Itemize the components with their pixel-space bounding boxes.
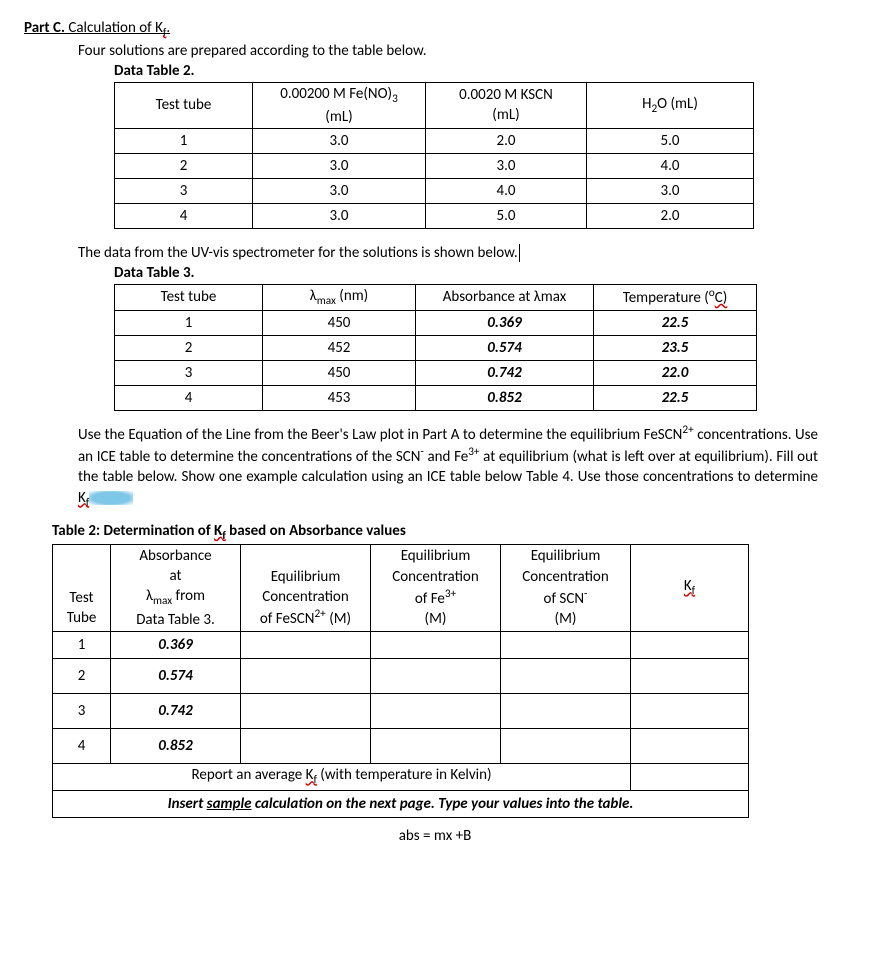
data-table-2-label: Data Table 2.: [114, 61, 846, 81]
dt3-h-temp: Temperature (oC): [594, 284, 757, 310]
table-4-title: Table 2: Determination of Kf based on Ab…: [52, 521, 846, 544]
table-row: 44530.85222.5: [115, 385, 757, 410]
footer-equation: abs = mx +B: [24, 826, 846, 846]
table-row: 10.369: [53, 631, 749, 658]
data-table-2: Test tube 0.00200 M Fe(NO)3 (mL) 0.0020 …: [114, 82, 754, 229]
part-label: Part C.: [24, 19, 65, 37]
uvvis-intro: The data from the UV-vis spectrometer fo…: [78, 243, 846, 263]
table-row: 43.05.02.0: [115, 204, 754, 229]
highlight-mark: [89, 491, 133, 505]
t4-h-tube: TestTube: [53, 544, 111, 631]
kf: f.: [163, 19, 170, 37]
t4-h-fe3: EquilibriumConcentrationof Fe3+(M): [371, 544, 501, 631]
table-row: 23.03.04.0: [115, 154, 754, 179]
dt2-h-testtube: Test tube: [115, 82, 253, 128]
t4-note-row: Insert sample calculation on the next pa…: [53, 790, 749, 817]
data-table-3: Test tube λmax (nm) Absorbance at λmax T…: [114, 284, 757, 411]
dt3-h-testtube: Test tube: [115, 284, 263, 310]
t4-average-label: Report an average Kf (with temperature i…: [53, 763, 631, 790]
table-row: 24520.57423.5: [115, 335, 757, 360]
table-row: 13.02.05.0: [115, 129, 754, 154]
t4-h-kf: Kf: [631, 544, 749, 631]
table-row: 20.574: [53, 658, 749, 693]
instruction-paragraph: Use the Equation of the Line from the Be…: [78, 423, 818, 511]
title-rest: Calculation of K: [65, 19, 163, 37]
dt3-h-abs: Absorbance at λmax: [416, 284, 594, 310]
part-c-heading: Part C. Calculation of Kf.: [24, 18, 846, 41]
dt2-h-kscn: 0.0020 M KSCN(mL): [426, 82, 587, 128]
table-row: 33.04.03.0: [115, 179, 754, 204]
t4-header-row: TestTube Absorbanceatλmax fromData Table…: [53, 544, 749, 631]
dt2-header-row: Test tube 0.00200 M Fe(NO)3 (mL) 0.0020 …: [115, 82, 754, 128]
t4-h-fescn: EquilibriumConcentrationof FeSCN2+ (M): [241, 544, 371, 631]
t4-average-row: Report an average Kf (with temperature i…: [53, 763, 749, 790]
table-row: 34500.74222.0: [115, 360, 757, 385]
data-table-3-label: Data Table 3.: [114, 263, 846, 283]
table-row: 14500.36922.5: [115, 310, 757, 335]
t4-h-scn: EquilibriumConcentrationof SCN-(M): [501, 544, 631, 631]
dt2-h-h2o: H2O (mL): [587, 82, 754, 128]
t4-note: Insert sample calculation on the next pa…: [53, 790, 749, 817]
dt2-h-feno3: 0.00200 M Fe(NO)3 (mL): [253, 82, 426, 128]
table-row: 40.852: [53, 728, 749, 763]
dt3-h-lambda: λmax (nm): [263, 284, 416, 310]
intro-line: Four solutions are prepared according to…: [78, 41, 846, 61]
dt3-header-row: Test tube λmax (nm) Absorbance at λmax T…: [115, 284, 757, 310]
table-4-kf: TestTube Absorbanceatλmax fromData Table…: [52, 544, 749, 818]
t4-h-abs: Absorbanceatλmax fromData Table 3.: [111, 544, 241, 631]
table-row: 30.742: [53, 693, 749, 728]
